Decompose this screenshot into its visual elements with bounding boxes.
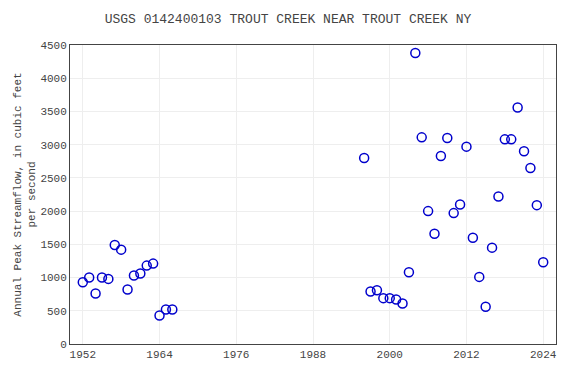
svg-text:3000: 3000	[40, 140, 66, 152]
svg-text:4500: 4500	[40, 40, 66, 52]
svg-text:3500: 3500	[40, 106, 66, 118]
svg-text:2500: 2500	[40, 173, 66, 185]
svg-text:Annual Peak Streamflow, in cub: Annual Peak Streamflow, in cubic feetper…	[12, 72, 38, 316]
svg-text:1976: 1976	[223, 349, 249, 361]
svg-text:1000: 1000	[40, 272, 66, 284]
svg-text:USGS 0142400103 TROUT CREEK NE: USGS 0142400103 TROUT CREEK NEAR TROUT C…	[105, 12, 472, 27]
svg-text:2000: 2000	[40, 206, 66, 218]
svg-text:0: 0	[60, 339, 67, 351]
svg-text:4000: 4000	[40, 73, 66, 85]
svg-text:1952: 1952	[70, 349, 96, 361]
svg-text:1988: 1988	[300, 349, 326, 361]
svg-text:2024: 2024	[530, 349, 557, 361]
svg-text:500: 500	[47, 306, 67, 318]
svg-text:1964: 1964	[146, 349, 173, 361]
svg-text:1500: 1500	[40, 239, 66, 251]
svg-text:2000: 2000	[377, 349, 403, 361]
svg-text:2012: 2012	[453, 349, 479, 361]
